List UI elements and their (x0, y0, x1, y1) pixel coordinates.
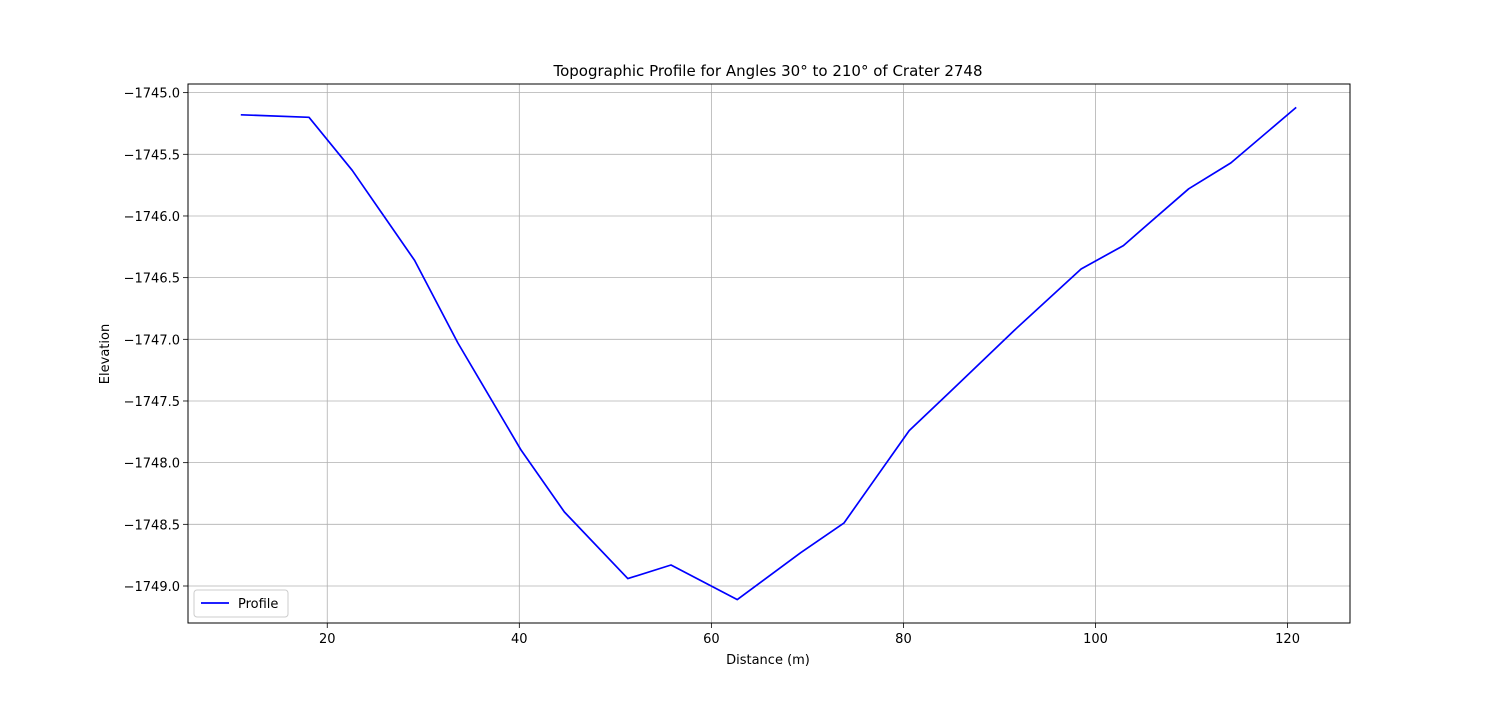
y-tick-label: −1745.0 (124, 87, 180, 102)
x-tick-label: 60 (703, 632, 720, 647)
legend: Profile (194, 590, 288, 617)
y-axis-label: Elevation (98, 324, 113, 384)
series-layer (241, 107, 1296, 599)
x-axis-label: Distance (m) (726, 653, 810, 668)
y-tick-label: −1749.0 (124, 580, 180, 595)
x-tick-label: 40 (511, 632, 528, 647)
x-axis: 20 40 60 80 100 120 (319, 623, 1300, 647)
series-line-profile (241, 107, 1296, 599)
y-tick-label: −1747.0 (124, 333, 180, 348)
y-tick-label: −1746.0 (124, 210, 180, 225)
y-tick-label: −1748.0 (124, 457, 180, 472)
grid (188, 84, 1350, 623)
x-tick-label: 20 (319, 632, 336, 647)
axes-frame (188, 84, 1350, 623)
chart-title: Topographic Profile for Angles 30° to 21… (552, 62, 982, 80)
x-tick-label: 100 (1083, 632, 1108, 647)
y-tick-label: −1747.5 (124, 395, 180, 410)
y-tick-label: −1745.5 (124, 148, 180, 163)
y-tick-label: −1748.5 (124, 518, 180, 533)
y-axis: −1745.0 −1745.5 −1746.0 −1746.5 −1747.0 −1747… (124, 87, 188, 595)
x-tick-label: 120 (1275, 632, 1300, 647)
x-tick-label: 80 (895, 632, 912, 647)
legend-label-profile: Profile (238, 597, 278, 612)
y-tick-label: −1746.5 (124, 272, 180, 287)
